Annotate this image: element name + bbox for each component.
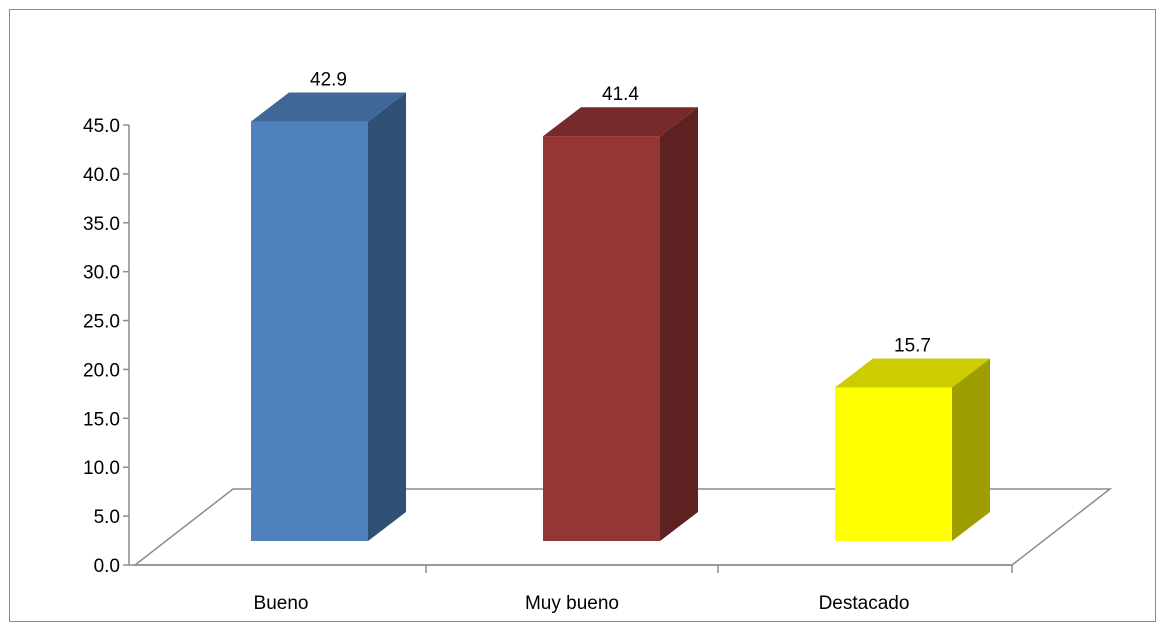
y-tick-label: 20.0 <box>83 360 120 381</box>
y-tick-label: 15.0 <box>83 409 120 430</box>
y-axis: 0.0 5.0 10.0 15.0 20.0 25.0 30.0 35.0 40.0 45.0 <box>83 116 1013 577</box>
bar-side <box>952 358 990 541</box>
y-tick-label: 35.0 <box>83 214 120 235</box>
bar-side <box>368 92 406 542</box>
y-tick-label: 40.0 <box>83 165 120 186</box>
data-label: 41.4 <box>602 84 639 105</box>
bar-1 <box>543 107 698 541</box>
bar-2 <box>835 358 990 541</box>
bar-front <box>835 387 952 541</box>
category-label: Destacado <box>819 593 910 614</box>
bar-0 <box>251 92 406 542</box>
y-tick-label: 45.0 <box>83 116 120 137</box>
labels: 42.9 Bueno 41.4 Muy bueno 15.7 Destacado <box>254 70 931 614</box>
y-tick-label: 30.0 <box>83 263 120 284</box>
category-label: Muy bueno <box>525 593 619 614</box>
bar-front <box>543 136 660 541</box>
y-tick-label: 25.0 <box>83 312 120 333</box>
y-tick-label: 10.0 <box>83 458 120 479</box>
bars <box>251 92 990 542</box>
y-tick-label: 0.0 <box>94 556 120 577</box>
data-label: 15.7 <box>894 335 931 356</box>
category-label: Bueno <box>254 593 309 614</box>
bar-side <box>660 107 698 541</box>
bar-top <box>543 107 698 137</box>
bar-top <box>835 358 990 388</box>
y-tick-label: 5.0 <box>94 507 120 528</box>
data-label: 42.9 <box>310 70 347 91</box>
bar-front <box>251 121 368 542</box>
bar-top <box>251 92 406 122</box>
